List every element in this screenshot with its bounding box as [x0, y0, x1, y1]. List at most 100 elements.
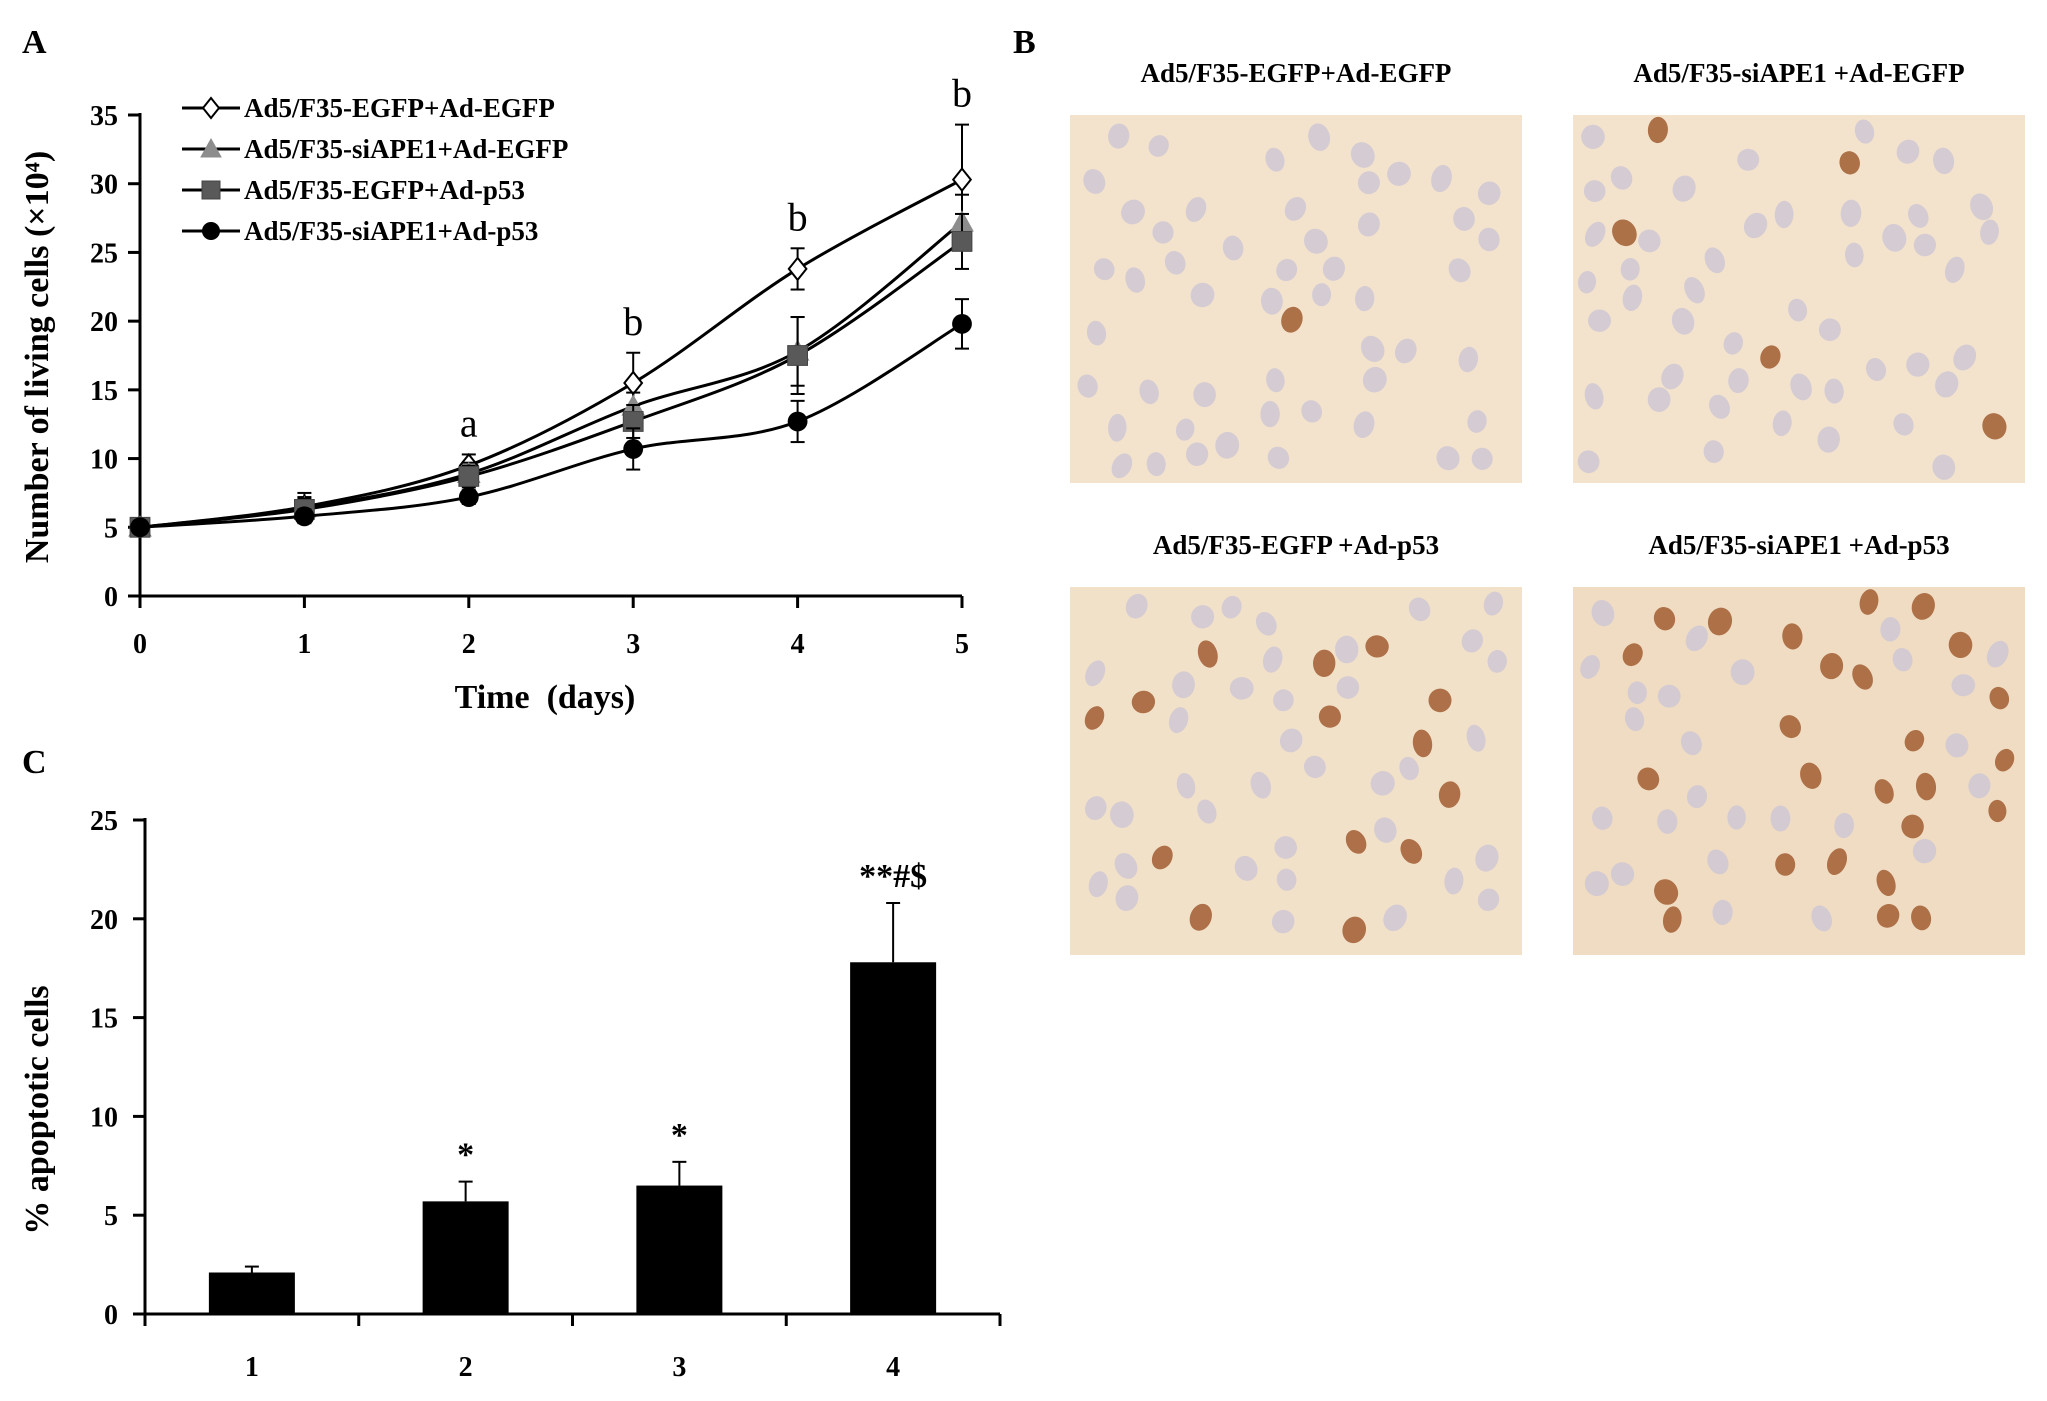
- panel-a-series-4: [130, 298, 972, 538]
- stained-nucleus: [1365, 635, 1389, 658]
- panel-a-significance-label: a: [460, 400, 478, 445]
- panel-a-series-line: [139, 221, 963, 529]
- panel-a-y-tick-label: 15: [90, 376, 118, 407]
- data-point-marker: [458, 466, 480, 487]
- stained-nucleus: [1876, 869, 1896, 896]
- unstained-nucleus: [1743, 212, 1768, 239]
- stained-nucleus: [1915, 772, 1937, 801]
- micrograph-image: [1070, 115, 1522, 483]
- unstained-nucleus: [1475, 844, 1499, 872]
- unstained-nucleus: [1374, 817, 1397, 843]
- panel-a-y-tick-label: 0: [104, 582, 118, 613]
- legend-label: Ad5/F35-siAPE1+Ad-p53: [244, 216, 538, 246]
- unstained-nucleus: [1728, 368, 1749, 394]
- stained-nucleus: [1948, 631, 1973, 658]
- unstained-nucleus: [1908, 203, 1929, 228]
- stained-nucleus: [1839, 151, 1860, 175]
- unstained-nucleus: [1222, 235, 1244, 261]
- panel-a-x-tick-label: 0: [133, 629, 147, 660]
- unstained-nucleus: [1945, 733, 1969, 758]
- unstained-nucleus: [1444, 867, 1464, 895]
- unstained-nucleus: [1844, 242, 1864, 268]
- unstained-nucleus: [1193, 382, 1216, 408]
- stained-nucleus: [1400, 838, 1423, 864]
- panel-a-legend-item: Ad5/F35-siAPE1+Ad-EGFP: [182, 134, 568, 164]
- stained-nucleus: [1622, 643, 1643, 667]
- panel-a-x-tick-label: 4: [791, 629, 805, 660]
- data-point-marker: [623, 370, 644, 396]
- panel-c-x-tick-label: 1: [245, 1352, 259, 1383]
- panel-a-y-tick-label: 10: [90, 445, 118, 476]
- unstained-nucleus: [1657, 809, 1678, 834]
- panel-a-significance-label: b: [788, 194, 808, 239]
- stained-nucleus: [1189, 903, 1212, 931]
- unstained-nucleus: [1274, 836, 1298, 859]
- panel-c-bar: [636, 1185, 723, 1314]
- data-point-marker: [787, 345, 809, 366]
- unstained-nucleus: [1448, 258, 1471, 283]
- unstained-nucleus: [1312, 283, 1332, 307]
- stained-nucleus: [1775, 853, 1796, 876]
- unstained-nucleus: [1707, 849, 1729, 875]
- panel-a-x-tick-label: 5: [955, 629, 969, 660]
- unstained-nucleus: [1108, 413, 1127, 442]
- unstained-nucleus: [1139, 379, 1159, 405]
- unstained-nucleus: [1431, 164, 1452, 193]
- panel-c-bar: [422, 1201, 509, 1314]
- unstained-nucleus: [1191, 605, 1215, 629]
- unstained-nucleus: [1788, 298, 1808, 322]
- unstained-nucleus: [1234, 855, 1258, 881]
- unstained-nucleus: [1727, 805, 1746, 830]
- panel-a-line-chart: Number of living cells (×10⁴) Time (days…: [19, 71, 974, 716]
- unstained-nucleus: [1279, 728, 1303, 753]
- panel-c-significance-label: **#$: [859, 858, 927, 895]
- unstained-nucleus: [1880, 617, 1901, 642]
- panel-c-x-tick-label: 2: [459, 1352, 473, 1383]
- unstained-nucleus: [1370, 771, 1395, 796]
- unstained-nucleus: [1818, 318, 1841, 341]
- unstained-nucleus: [1362, 366, 1387, 393]
- unstained-nucleus: [1077, 374, 1098, 398]
- unstained-nucleus: [1453, 206, 1475, 231]
- unstained-nucleus: [1175, 418, 1195, 441]
- unstained-nucleus: [1360, 335, 1385, 363]
- unstained-nucleus: [1267, 446, 1290, 469]
- unstained-nucleus: [1772, 410, 1792, 437]
- data-point-marker: [951, 231, 973, 252]
- unstained-nucleus: [1121, 199, 1145, 225]
- unstained-nucleus: [1477, 888, 1500, 912]
- panel-a-y-tick-label: 30: [90, 170, 118, 201]
- unstained-nucleus: [1935, 371, 1959, 398]
- unstained-nucleus: [1304, 228, 1328, 254]
- unstained-nucleus: [1671, 307, 1695, 335]
- legend-label: Ad5/F35-EGFP+Ad-EGFP: [244, 93, 555, 123]
- unstained-nucleus: [1301, 400, 1323, 423]
- unstained-nucleus: [1276, 258, 1298, 282]
- unstained-nucleus: [1685, 625, 1708, 652]
- unstained-nucleus: [1093, 258, 1115, 281]
- unstained-nucleus: [1730, 659, 1755, 686]
- stained-nucleus: [1901, 814, 1924, 839]
- unstained-nucleus: [1932, 454, 1956, 480]
- unstained-nucleus: [1408, 597, 1431, 622]
- micrograph-3: Ad5/F35-EGFP +Ad-p53: [1070, 530, 1522, 955]
- unstained-nucleus: [1152, 221, 1174, 244]
- unstained-nucleus: [1322, 256, 1345, 281]
- unstained-nucleus: [1172, 671, 1195, 699]
- unstained-nucleus: [1085, 796, 1107, 821]
- unstained-nucleus: [1577, 450, 1600, 474]
- unstained-nucleus: [1638, 229, 1661, 253]
- unstained-nucleus: [1088, 871, 1108, 898]
- unstained-nucleus: [1580, 655, 1600, 679]
- data-point-marker: [951, 166, 973, 193]
- legend-label: Ad5/F35-siAPE1+Ad-EGFP: [244, 134, 568, 164]
- unstained-nucleus: [1913, 233, 1937, 257]
- unstained-nucleus: [1357, 171, 1380, 195]
- panel-a-x-axis-title: Time (days): [455, 679, 636, 716]
- unstained-nucleus: [1266, 368, 1285, 393]
- unstained-nucleus: [1276, 868, 1297, 891]
- unstained-nucleus: [1284, 197, 1307, 221]
- stained-nucleus: [1760, 345, 1781, 369]
- unstained-nucleus: [1273, 689, 1294, 712]
- panel-a-significance-label: b: [623, 299, 643, 344]
